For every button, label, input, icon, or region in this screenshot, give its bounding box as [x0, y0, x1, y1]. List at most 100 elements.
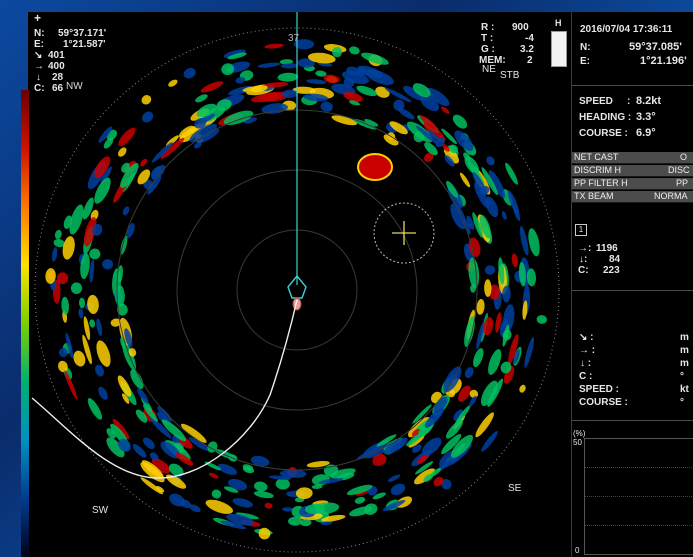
- echo-blob: [258, 527, 271, 540]
- echo-blob: [95, 364, 104, 377]
- echo-layer: [45, 39, 547, 540]
- echo-blob: [89, 259, 95, 283]
- echo-blob: [446, 419, 463, 439]
- echo-blob: [166, 474, 187, 489]
- echo-blob: [142, 404, 158, 422]
- down-arrow-icon: ↓:: [579, 254, 588, 265]
- nw-label: NW: [66, 81, 83, 92]
- echo-blob: [92, 223, 103, 236]
- course-value: 6.9°: [636, 127, 656, 139]
- echo-blob: [235, 512, 259, 520]
- echo-blob: [235, 76, 246, 84]
- menu-label: TX BEAM: [574, 191, 614, 201]
- echo-blob: [51, 247, 58, 262]
- echo-blob: [481, 167, 498, 196]
- echo-blob: [106, 428, 116, 439]
- echo-blob: [412, 404, 432, 424]
- echo-blob: [180, 499, 192, 509]
- echo-blob: [275, 478, 290, 490]
- heading-label: HEADING :: [579, 112, 632, 123]
- echo-blob: [484, 265, 496, 275]
- echo-blob: [288, 516, 303, 526]
- echo-blob: [82, 334, 92, 365]
- course-label: COURSE :: [579, 128, 628, 139]
- row3-value: 28: [52, 72, 64, 83]
- lon-value: 1°21.587': [63, 39, 106, 50]
- menu-net-cast[interactable]: NET CAST O: [572, 152, 693, 164]
- echo-blob: [355, 489, 371, 496]
- marker-c-label: C:: [578, 265, 589, 276]
- echo-blob: [508, 333, 519, 365]
- echo-blob: [420, 115, 437, 129]
- echo-blob: [297, 58, 315, 68]
- info-panel: [571, 12, 693, 557]
- echo-blob: [442, 144, 450, 152]
- echo-blob: [306, 79, 327, 85]
- echo-blob: [135, 409, 148, 423]
- echo-blob: [458, 385, 471, 402]
- echo-blob: [195, 94, 208, 103]
- menu-pp-filter[interactable]: PP FILTER H PP: [572, 178, 693, 190]
- echo-blob: [140, 462, 165, 483]
- echo-blob: [151, 164, 166, 181]
- datetime: 2016/07/04 17:36:11: [580, 24, 673, 35]
- echo-blob: [227, 52, 247, 60]
- gain-bar[interactable]: [551, 31, 567, 67]
- echo-blob: [78, 308, 84, 319]
- marker-number[interactable]: 1: [575, 224, 587, 236]
- stb-label: STB: [500, 70, 520, 81]
- echo-blob: [473, 348, 484, 368]
- echo-blob: [481, 431, 498, 452]
- echo-blob: [387, 474, 401, 482]
- echo-blob: [485, 196, 499, 218]
- echo-blob: [155, 485, 165, 493]
- echo-blob: [268, 475, 292, 480]
- target-course-label: COURSE :: [579, 397, 628, 408]
- fish-school-echo[interactable]: [357, 153, 393, 181]
- echo-blob: [454, 404, 471, 426]
- speed-label: SPEED: [579, 96, 613, 107]
- echo-blob: [117, 438, 131, 452]
- echo-blob: [390, 441, 404, 452]
- echo-blob: [194, 141, 202, 149]
- divider: [571, 290, 693, 291]
- lat-value: 59°37.171': [58, 28, 107, 39]
- echo-blob: [122, 393, 130, 404]
- echo-blob: [157, 406, 172, 422]
- echo-blob: [303, 93, 329, 102]
- echo-blob: [441, 434, 462, 455]
- menu-tx-beam[interactable]: TX BEAM NORMA: [572, 191, 693, 203]
- echo-blob: [382, 499, 406, 512]
- color-scale-bar: [21, 90, 29, 557]
- echo-blob: [307, 52, 336, 64]
- echo-blob: [117, 375, 132, 397]
- row1-value: 401: [48, 50, 65, 61]
- unit: °: [680, 397, 684, 408]
- echo-blob: [89, 319, 96, 328]
- echo-blob: [178, 125, 195, 139]
- speed-sep: :: [627, 96, 631, 107]
- echo-blob: [151, 142, 173, 163]
- echo-blob: [407, 121, 433, 143]
- target-marker-icon[interactable]: [373, 202, 435, 264]
- echo-blob: [58, 347, 68, 358]
- echo-blob: [441, 128, 457, 145]
- echo-blob: [83, 316, 91, 341]
- echo-blob: [242, 466, 255, 474]
- echo-blob: [424, 142, 438, 156]
- echo-blob: [503, 365, 515, 384]
- echo-blob: [507, 190, 520, 216]
- echo-blob: [423, 122, 446, 142]
- echo-blob: [416, 454, 429, 464]
- graph-gridline: [585, 496, 693, 497]
- catch-graph: [584, 438, 693, 555]
- echo-blob: [519, 384, 526, 393]
- down-arrow-icon: ↓: [36, 72, 41, 83]
- echo-blob: [137, 388, 149, 404]
- echo-blob: [403, 85, 425, 101]
- menu-discrim[interactable]: DISCRIM H DISC: [572, 165, 693, 177]
- row2-value: 400: [48, 61, 65, 72]
- echo-blob: [221, 63, 235, 76]
- down-right-arrow-icon: ↘ :: [579, 332, 594, 343]
